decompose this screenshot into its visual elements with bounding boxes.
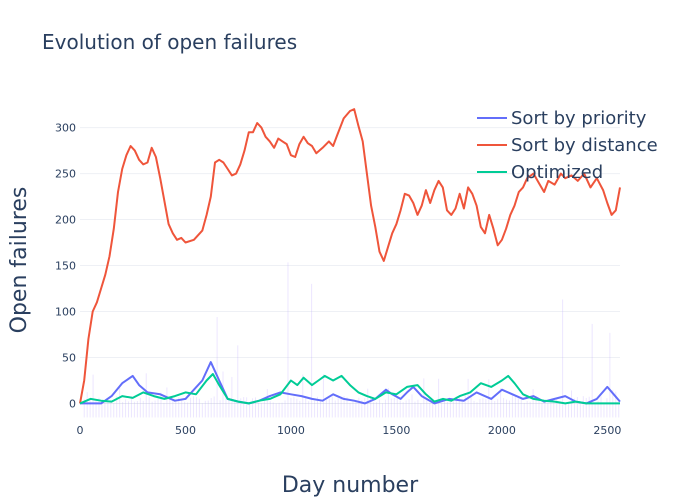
x-tick-label: 1000 [277, 424, 305, 437]
x-tick-label: 2500 [593, 424, 621, 437]
series-line-2 [79, 373, 620, 405]
y-tick-label: 300 [55, 122, 76, 135]
x-tick-label: 0 [77, 424, 84, 437]
y-axis-ticks: 0 50 100 150 200 250 300 [55, 122, 76, 411]
series-line-1 [79, 108, 621, 404]
x-tick-label: 2000 [488, 424, 516, 437]
series-line-0 [80, 361, 621, 405]
grid [80, 127, 620, 404]
y-tick-label: 0 [69, 397, 76, 410]
y-tick-label: 200 [55, 214, 76, 227]
legend-label: Optimized [511, 162, 603, 183]
chart-title: Evolution of open failures [42, 30, 297, 54]
legend: Sort by priority Sort by distance Optimize… [477, 108, 658, 183]
y-tick-label: 100 [55, 305, 76, 318]
x-axis-title: Day number [282, 473, 419, 498]
x-tick-label: 500 [175, 424, 196, 437]
y-tick-label: 250 [55, 168, 76, 181]
y-tick-label: 150 [55, 260, 76, 273]
legend-label: Sort by priority [511, 108, 647, 129]
series-lines [79, 108, 621, 405]
x-axis-ticks: 0 500 1000 1500 2000 2500 [77, 424, 622, 437]
x-tick-label: 1500 [382, 424, 410, 437]
y-tick-label: 50 [62, 351, 76, 364]
legend-label: Sort by distance [511, 135, 658, 156]
y-axis-title: Open failures [7, 187, 32, 334]
